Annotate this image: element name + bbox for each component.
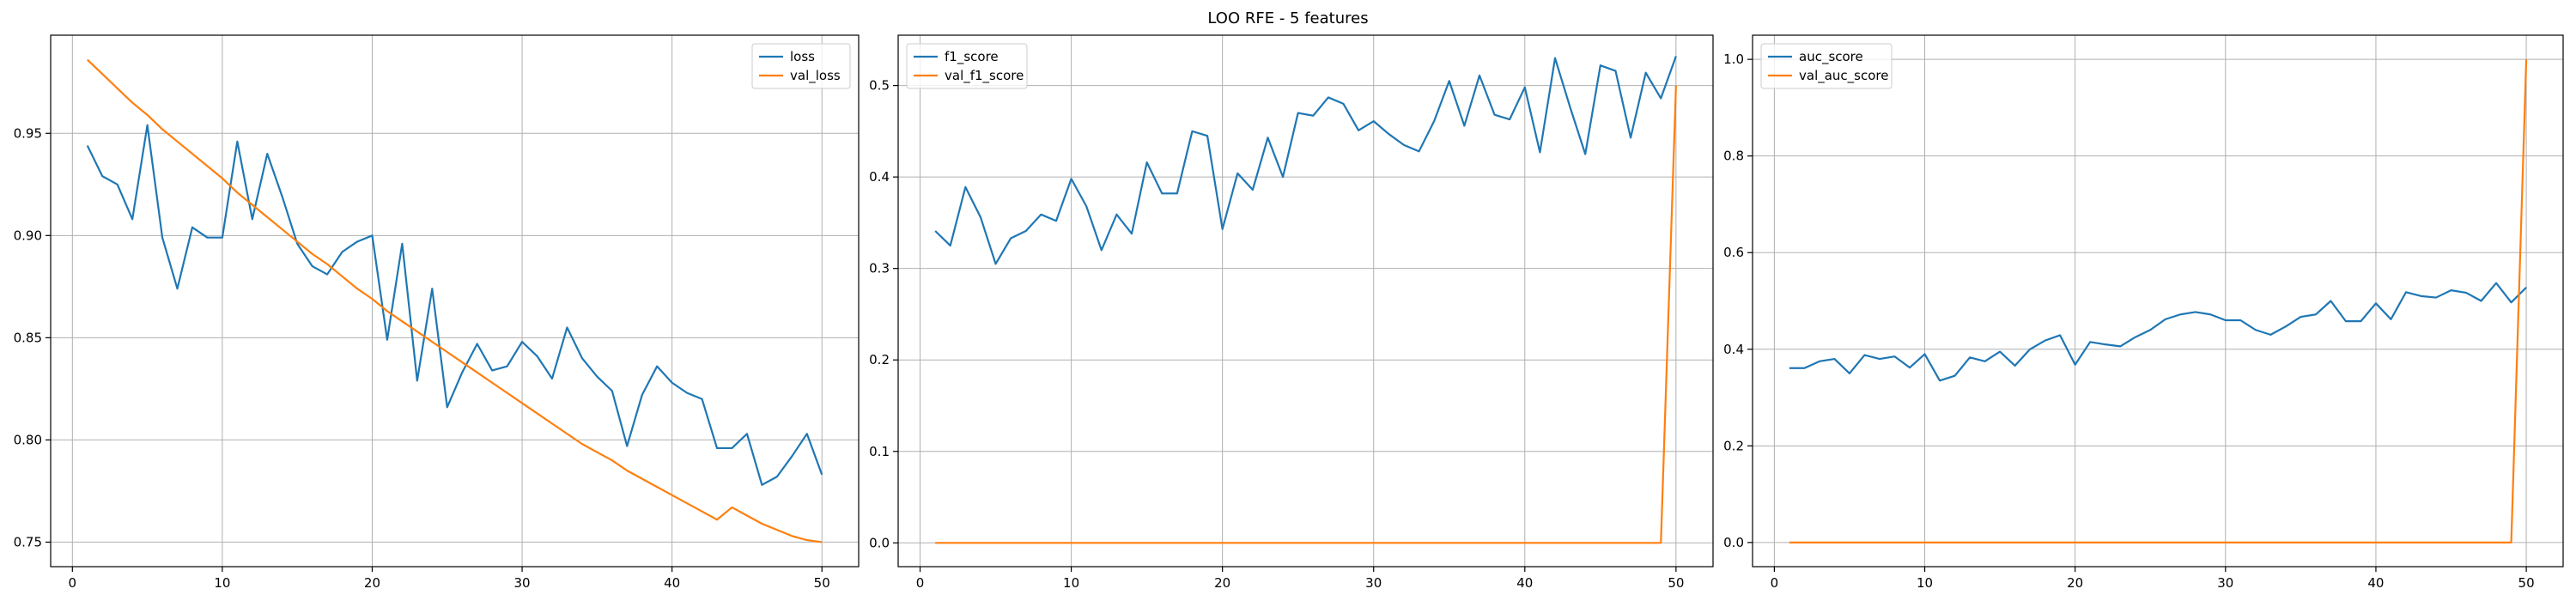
f1-score-axes: 0 10 20 30 40 50 0.0 0.1 0.2 0.3 0.4 0.5 f1_scoreval… (869, 34, 1714, 591)
x-tick-label: 20 (1214, 575, 1230, 591)
legend-box (751, 43, 851, 89)
axes-frame (897, 34, 1714, 568)
x-tick-label: 10 (1063, 575, 1079, 591)
series-line-f1_score (934, 56, 1677, 265)
y-tick-label: 0.4 (869, 169, 890, 185)
x-tick-label: 40 (1516, 575, 1533, 591)
series-line-val_auc_score (1789, 59, 2528, 543)
legend-box (906, 43, 1028, 89)
y-tick-label: 0.90 (14, 228, 42, 243)
series-line-val_loss (87, 58, 823, 543)
axes-frame (50, 34, 860, 568)
series-line-auc_score (1789, 282, 2527, 382)
series-line-val_f1_score (935, 85, 1677, 544)
figure-title: LOO RFE - 5 features (1207, 9, 1368, 27)
y-tick-label: 1.0 (1723, 52, 1744, 67)
y-tick-label: 0.6 (1723, 245, 1744, 260)
y-tick-label: 0.75 (14, 534, 42, 549)
series-line-loss (86, 124, 823, 486)
legend-label-f1_score: f1_score (945, 49, 999, 65)
y-tick-label: 0.0 (869, 535, 890, 550)
x-tick-label: 20 (364, 575, 380, 591)
x-tick-label: 10 (1917, 575, 1933, 591)
x-tick-label: 40 (2367, 575, 2384, 591)
x-tick-label: 30 (514, 575, 531, 591)
x-tick-label: 0 (69, 575, 77, 591)
y-tick-label: 0.5 (869, 78, 890, 94)
y-tick-label: 0.2 (1723, 438, 1744, 453)
x-tick-label: 10 (214, 575, 230, 591)
y-tick-label: 0.0 (1723, 535, 1744, 550)
x-tick-label: 50 (2518, 575, 2535, 591)
x-tick-label: 0 (916, 575, 925, 591)
x-tick-label: 30 (1365, 575, 1382, 591)
axes-frame (1752, 34, 2564, 568)
y-tick-label: 0.80 (14, 432, 42, 447)
y-tick-label: 0.85 (14, 330, 42, 345)
x-tick-label: 30 (2217, 575, 2233, 591)
y-tick-label: 0.8 (1723, 149, 1744, 164)
y-tick-label: 0.1 (869, 444, 890, 459)
y-tick-label: 0.4 (1723, 342, 1744, 357)
legend-label-val_f1_score: val_f1_score (945, 68, 1024, 84)
x-tick-label: 50 (814, 575, 830, 591)
legend-label-val_loss: val_loss (790, 68, 841, 84)
legend-label-auc_score: auc_score (1799, 49, 1863, 65)
x-tick-label: 0 (1771, 575, 1779, 591)
legend: auc_score val_auc_score (1760, 43, 1893, 89)
y-tick-label: 0.2 (869, 352, 890, 367)
legend: f1_score val_f1_score (906, 43, 1028, 89)
x-tick-label: 50 (1668, 575, 1684, 591)
x-tick-label: 20 (2067, 575, 2083, 591)
legend-label-val_auc_score: val_auc_score (1799, 68, 1889, 84)
x-tick-label: 40 (664, 575, 680, 591)
legend-label-loss: loss (790, 49, 815, 64)
loss-axes: 0 10 20 30 40 50 0.75 0.80 0.85 0.90 0.95 loss val_l… (14, 34, 860, 591)
y-tick-label: 0.95 (14, 125, 42, 141)
auc-score-axes: 0 10 20 30 40 50 0.0 0.2 0.4 0.6 0.8 1.0 auc_scoreva… (1723, 34, 2564, 591)
legend: loss val_loss (751, 43, 851, 89)
y-tick-label: 0.3 (869, 261, 890, 276)
legend-box (1760, 43, 1893, 89)
